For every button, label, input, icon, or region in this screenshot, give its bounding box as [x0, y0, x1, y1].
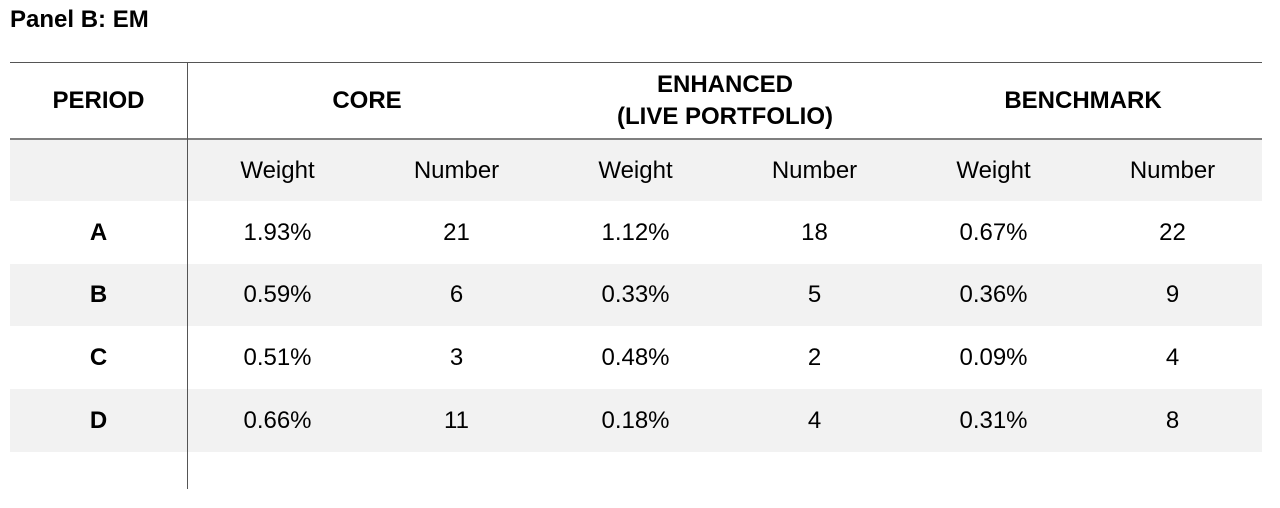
table-top-rule [10, 62, 1262, 63]
table-cell: 1.12% [601, 218, 670, 246]
header-enhanced-line1: ENHANCED [656, 70, 793, 98]
row-period-label: D [89, 406, 108, 434]
subheader-benchmark-weight: Weight [956, 156, 1031, 184]
panel-title: Panel B: EM [10, 6, 149, 33]
table-cell: 18 [801, 218, 828, 246]
row-band-b [10, 264, 1262, 326]
table-cell: 0.59% [243, 281, 312, 308]
table-cell: 22 [1159, 218, 1186, 246]
period-column-divider [187, 62, 188, 489]
table-cell: 0.36% [959, 281, 1028, 308]
header-period: PERIOD [52, 86, 145, 114]
table-cell: 0.67% [959, 218, 1028, 246]
table-cell: 3 [449, 343, 464, 371]
header-core: CORE [332, 86, 402, 114]
table-cell: 0.66% [243, 406, 312, 434]
header-enhanced: ENHANCED (LIVE PORTFOLIO) [546, 63, 904, 138]
table-cell: 0.09% [959, 343, 1028, 371]
table-cell: 0.48% [601, 343, 670, 371]
header-enhanced-line2: (LIVE PORTFOLIO) [617, 102, 833, 130]
subheader-benchmark-number: Number [1129, 156, 1216, 184]
subheader-core-weight: Weight [240, 156, 315, 184]
table-cell: 0.33% [601, 281, 670, 308]
table-cell: 11 [444, 406, 469, 434]
table-cell: 5 [807, 281, 822, 308]
table-header-rule [10, 138, 1262, 140]
table-cell: 0.18% [601, 406, 670, 434]
table-cell: 1.93% [243, 218, 312, 246]
table-cell: 2 [807, 343, 822, 371]
table-cell: 8 [1165, 406, 1180, 434]
subheader-enhanced-weight: Weight [598, 156, 673, 184]
row-period-label: B [89, 281, 108, 308]
header-benchmark: BENCHMARK [1004, 86, 1162, 114]
row-band-d [10, 389, 1262, 452]
subheader-core-number: Number [413, 156, 500, 184]
table-cell: 0.51% [243, 343, 312, 371]
table-cell: 9 [1165, 281, 1180, 308]
subheader-band [10, 140, 1262, 201]
row-period-label: A [89, 218, 108, 246]
table-cell: 4 [807, 406, 822, 434]
subheader-enhanced-number: Number [771, 156, 858, 184]
table-cell: 0.31% [959, 406, 1028, 434]
row-period-label: C [89, 343, 108, 371]
table-cell: 6 [449, 281, 464, 308]
table-cell: 4 [1165, 343, 1180, 371]
table-cell: 21 [443, 218, 470, 246]
